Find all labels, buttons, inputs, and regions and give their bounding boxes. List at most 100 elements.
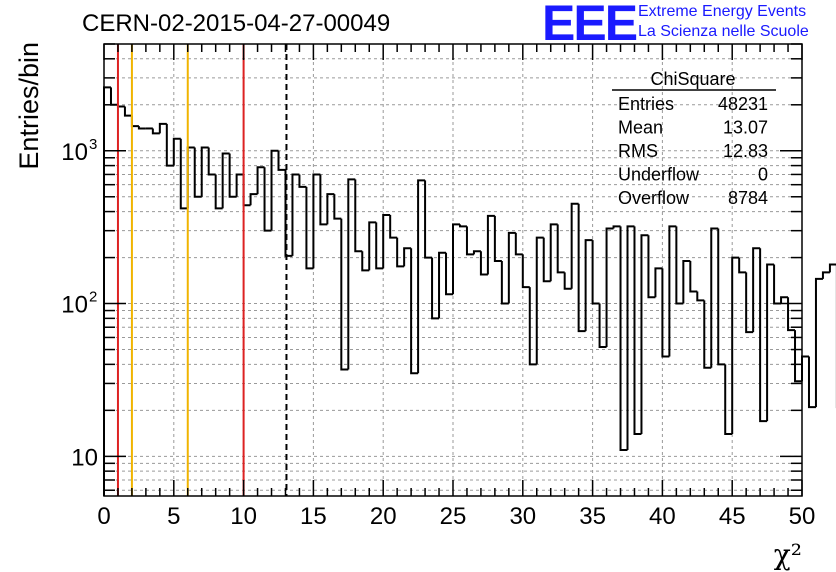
- histogram-bin: [256, 166, 265, 195]
- chart-title: CERN-02-2015-04-27-00049: [82, 10, 391, 37]
- histogram-bin: [465, 226, 474, 256]
- histogram-bin: [696, 291, 705, 302]
- histogram-bin: [438, 251, 447, 319]
- x-tick-labels: 0 5 10 15 20 25 30 35 40 45 50: [97, 503, 815, 530]
- histogram-bin: [752, 247, 761, 333]
- histogram-bin: [766, 263, 775, 422]
- histogram-bin: [542, 237, 551, 283]
- histogram-bin: [549, 223, 558, 282]
- x-tick-label: 50: [789, 503, 816, 530]
- histogram-bin: [780, 296, 789, 304]
- histogram-bin: [221, 152, 230, 209]
- histogram-bin: [668, 225, 677, 357]
- histogram-bin: [654, 267, 663, 298]
- y-axis-label: Entries/bin: [14, 42, 44, 170]
- y-tick-label: 10: [71, 444, 98, 471]
- histogram-bin: [389, 214, 398, 239]
- histogram-bin: [340, 218, 349, 371]
- histogram-bin: [640, 234, 649, 435]
- histogram-bin: [361, 251, 370, 272]
- histogram-bin: [137, 126, 146, 130]
- histogram-bin: [396, 237, 405, 268]
- logo-caption: Extreme Energy Events La Scienza nelle S…: [638, 2, 809, 42]
- y-tick-label: 10: [61, 292, 88, 319]
- histogram-bin: [347, 178, 356, 370]
- histogram-bin: [200, 146, 209, 197]
- stats-label: Underflow: [618, 165, 700, 185]
- histogram-bin: [759, 248, 768, 423]
- histogram-bin: [598, 303, 607, 348]
- x-tick-label: 20: [370, 503, 397, 530]
- x-tick-label: 35: [579, 503, 606, 530]
- histogram-bin: [214, 174, 223, 210]
- histogram-bin: [375, 222, 384, 270]
- histogram-bin: [521, 254, 530, 289]
- x-tick-label: 25: [440, 503, 467, 530]
- histogram-bin: [186, 146, 195, 209]
- histogram-bin: [724, 364, 733, 436]
- histogram-bin: [291, 173, 300, 256]
- histogram-bin: [172, 137, 181, 166]
- x-tick-label: 30: [509, 503, 536, 530]
- stats-value: 13.07: [723, 118, 768, 138]
- histogram-bin: [424, 180, 433, 259]
- histogram-bin: [298, 174, 307, 188]
- histogram-bin: [284, 169, 293, 257]
- histogram-bin: [577, 203, 586, 333]
- histogram-bin: [675, 226, 684, 305]
- histogram-bin: [647, 235, 656, 299]
- histogram-bin: [535, 236, 544, 365]
- stats-title: ChiSquare: [650, 69, 735, 89]
- histogram-bin: [228, 153, 237, 198]
- histogram-bin: [605, 227, 614, 347]
- y-tick-label: 10: [61, 139, 88, 166]
- histogram-bin: [242, 174, 251, 207]
- x-tick-label: 40: [649, 503, 676, 530]
- histogram-bin: [514, 232, 523, 256]
- histogram-bin: [787, 297, 796, 332]
- histogram-bin: [794, 330, 802, 383]
- histogram-bin: [493, 215, 502, 262]
- stats-box: ChiSquare Entries 48231 Mean 13.07 RMS 12.83 Un…: [612, 69, 776, 208]
- histogram-bin: [591, 240, 600, 305]
- stats-value: 48231: [718, 94, 768, 114]
- histogram-bin: [270, 149, 279, 231]
- histogram-bin: [333, 194, 342, 220]
- histogram-bin: [500, 260, 509, 305]
- histogram-bin: [109, 87, 118, 106]
- histogram-bin: [738, 257, 747, 274]
- histogram-bin: [584, 239, 593, 332]
- stats-value: 8784: [728, 188, 768, 208]
- logo-line-2: La Scienza nelle Scuole: [638, 23, 809, 40]
- histogram-bin: [689, 260, 698, 293]
- histogram-bin: [151, 128, 160, 135]
- stats-label: RMS: [618, 141, 658, 161]
- histogram-bin: [563, 272, 572, 290]
- histogram-bin: [130, 115, 139, 128]
- histogram-bin: [612, 225, 621, 229]
- stats-label: Mean: [618, 118, 663, 138]
- histogram-bin: [710, 227, 719, 368]
- histogram-bin: [814, 277, 823, 408]
- histogram-bin: [807, 356, 816, 409]
- marker-lines: [116, 44, 288, 496]
- stats-label: Entries: [618, 94, 674, 114]
- histogram-bin: [354, 179, 363, 253]
- x-tick-label: 5: [167, 503, 180, 530]
- histogram-bin: [123, 106, 132, 117]
- x-tick-label: 0: [97, 503, 110, 530]
- histogram-bin: [417, 179, 426, 374]
- histogram-bin: [410, 248, 419, 375]
- histogram-bin: [528, 287, 537, 366]
- x-tick-label: 10: [230, 503, 257, 530]
- histogram-bin: [731, 256, 740, 435]
- stats-label: Overflow: [618, 188, 690, 208]
- histogram-bin: [507, 231, 516, 304]
- histogram-bin: [479, 251, 488, 276]
- histogram-bin: [458, 224, 467, 228]
- histogram-bin: [207, 147, 216, 176]
- histogram-bin: [745, 272, 754, 334]
- histogram-bin: [305, 186, 314, 270]
- histogram-bin: [570, 202, 579, 289]
- y-tick-exponent: 3: [89, 136, 97, 153]
